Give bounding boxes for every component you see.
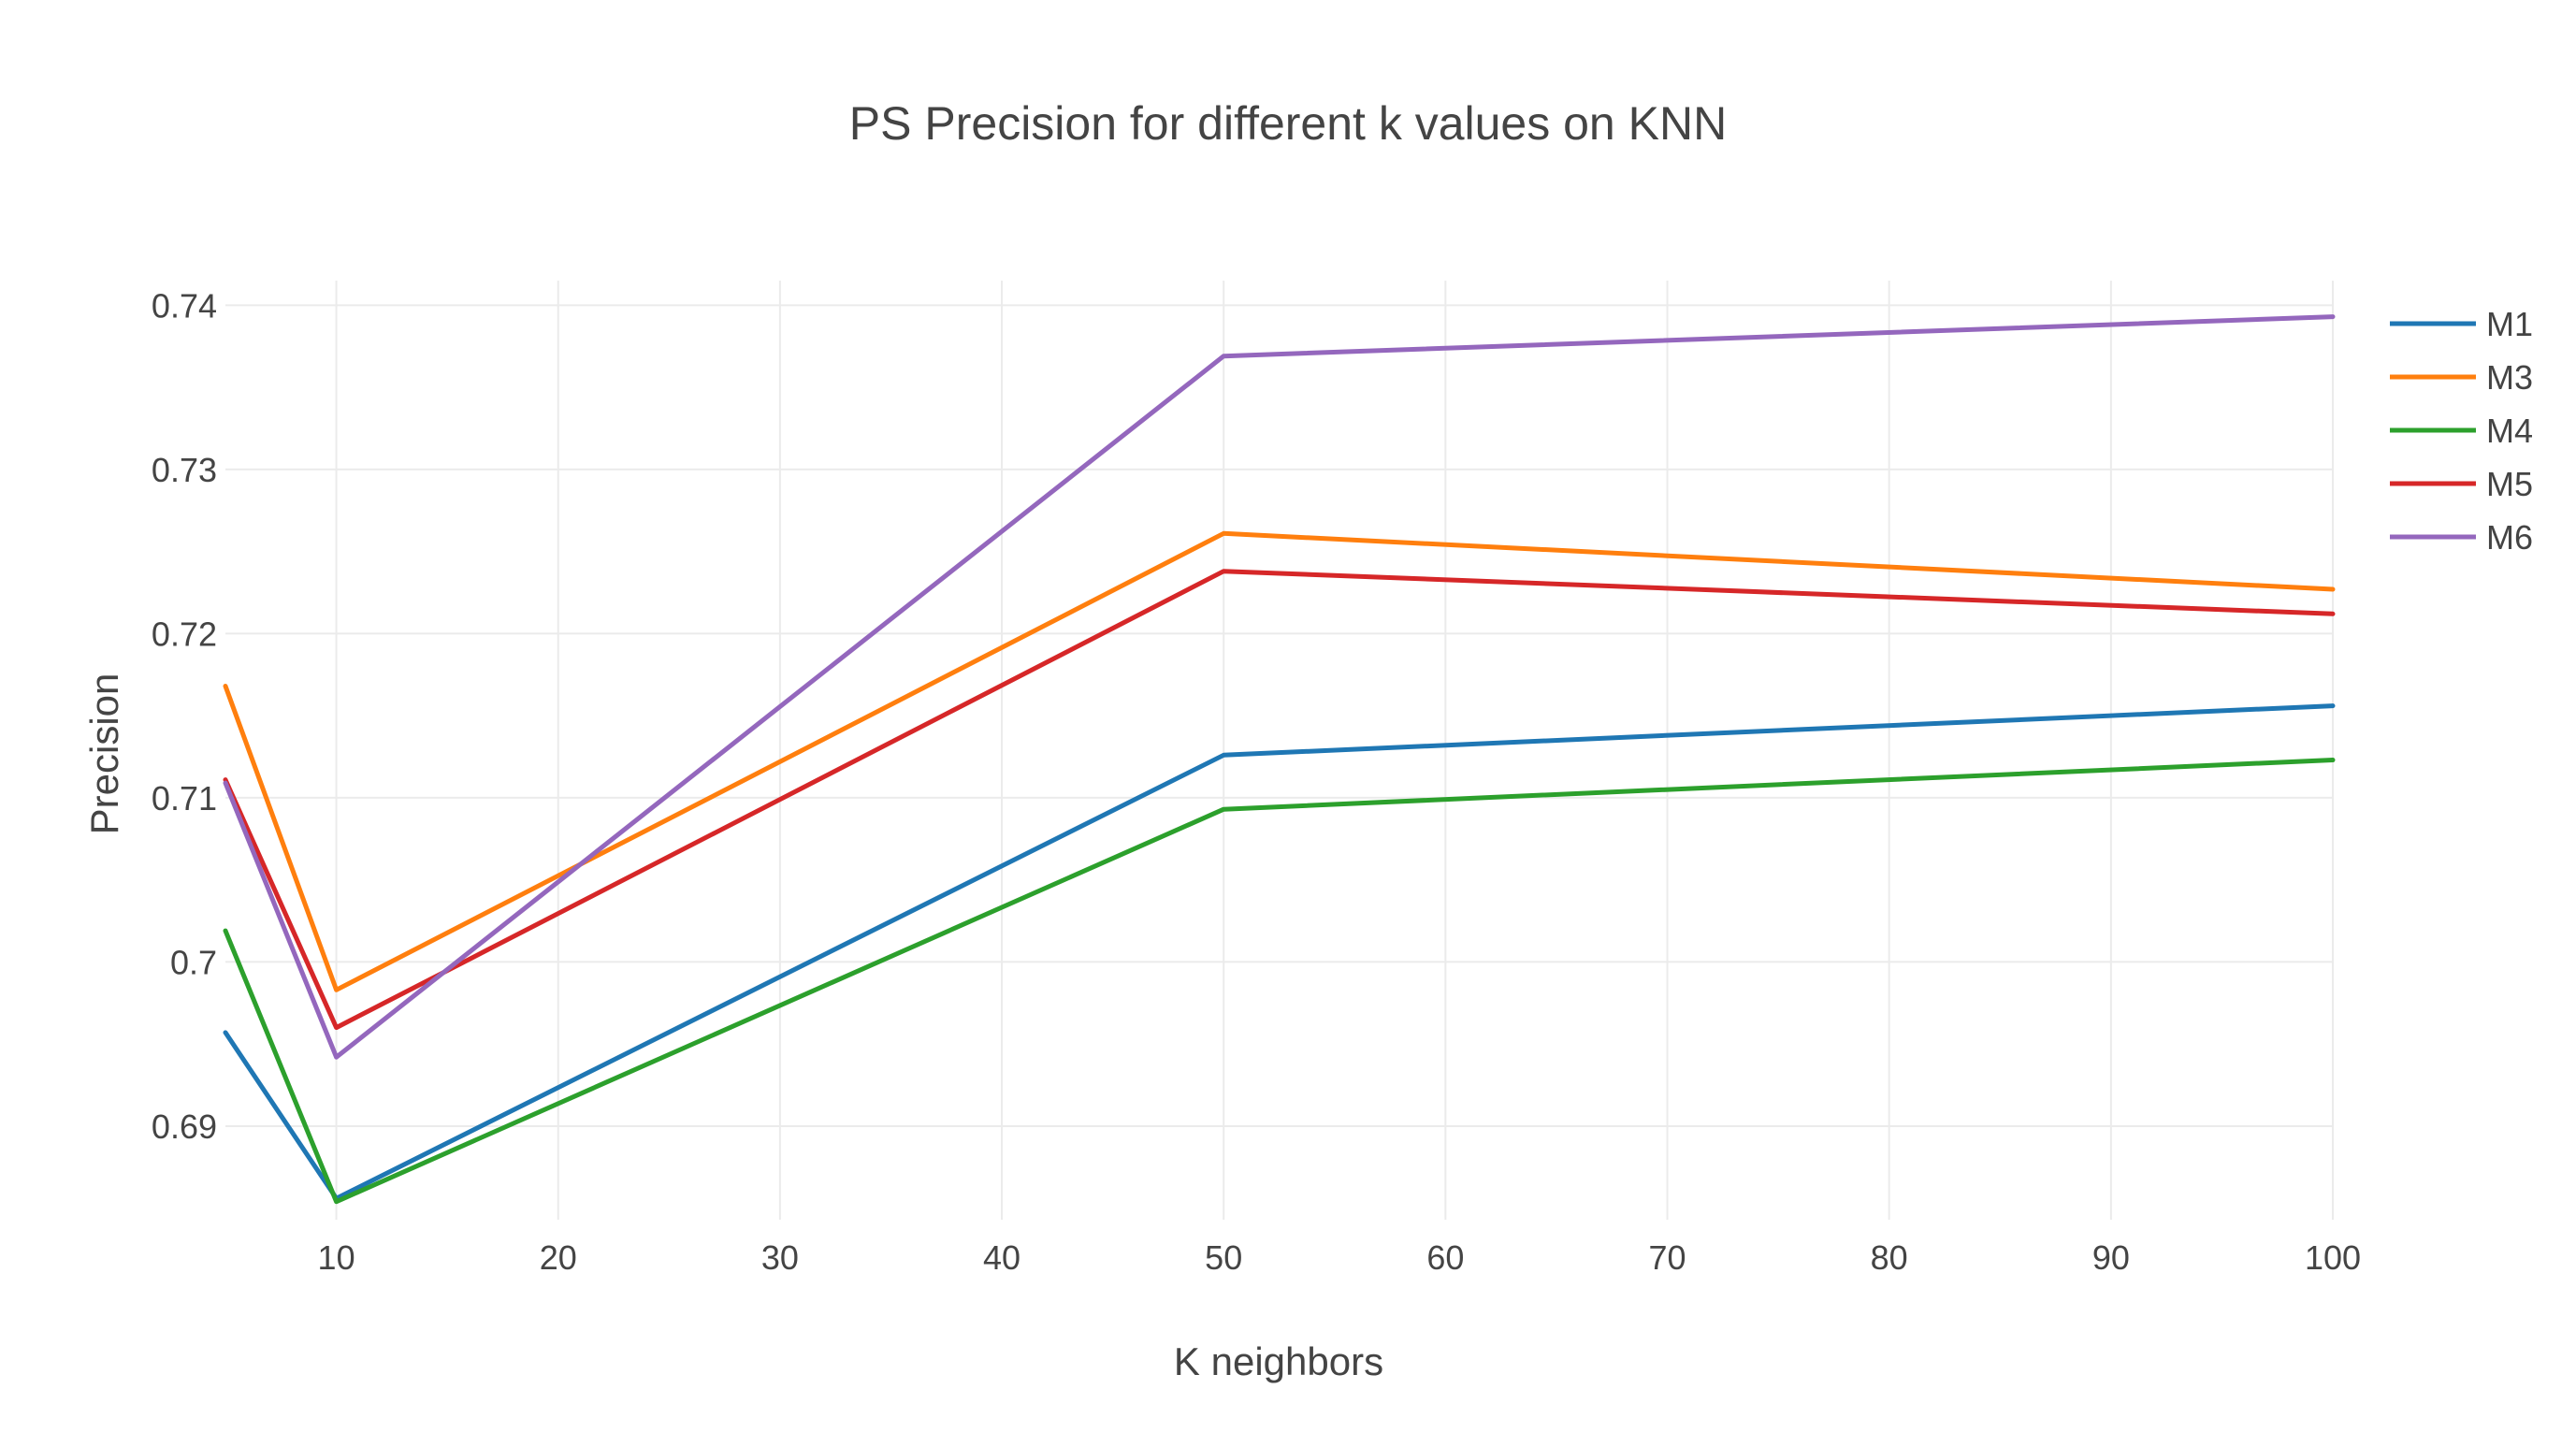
y-tick-label: 0.72	[152, 615, 217, 653]
x-tick-label: 100	[2305, 1238, 2361, 1277]
legend[interactable]: M1 M3 M4 M5 M6	[2390, 305, 2533, 557]
legend-label: M5	[2486, 465, 2533, 503]
y-tick-label: 0.74	[152, 286, 217, 325]
x-tick-label: 20	[540, 1238, 577, 1277]
x-tick-label: 50	[1205, 1238, 1242, 1277]
x-tick-label: 80	[1871, 1238, 1908, 1277]
legend-item-m6[interactable]: M6	[2390, 518, 2533, 557]
x-tick-label: 30	[761, 1238, 799, 1277]
series-line-m5	[223, 569, 2336, 1031]
y-tick-label: 0.73	[152, 451, 217, 489]
series-line-m6	[223, 314, 2336, 1060]
x-tick-label: 70	[1649, 1238, 1686, 1277]
x-tick-label: 10	[318, 1238, 355, 1277]
y-axis-title: Precision	[82, 673, 126, 835]
series-line-m3	[223, 530, 2336, 992]
x-axis-title: K neighbors	[1174, 1339, 1383, 1383]
y-tick-label: 0.69	[152, 1107, 217, 1146]
series-line-m4	[223, 758, 2336, 1205]
chart-title: PS Precision for different k values on K…	[849, 97, 1727, 150]
grid	[225, 281, 2334, 1220]
x-tick-label: 60	[1426, 1238, 1464, 1277]
y-tick-label: 0.71	[152, 779, 217, 818]
legend-item-m3[interactable]: M3	[2390, 358, 2533, 397]
legend-item-m5[interactable]: M5	[2390, 465, 2533, 503]
legend-label: M6	[2486, 518, 2533, 557]
x-axis-ticks: 10 20 30 40 50 60 70 80 90 100	[318, 1238, 2361, 1277]
y-tick-label: 0.7	[170, 943, 217, 981]
x-tick-label: 90	[2092, 1238, 2130, 1277]
legend-label: M3	[2486, 358, 2533, 397]
legend-item-m4[interactable]: M4	[2390, 412, 2533, 450]
legend-label: M4	[2486, 412, 2533, 450]
series-line-m1	[223, 703, 2336, 1201]
y-axis-ticks: 0.69 0.7 0.71 0.72 0.73 0.74	[152, 286, 217, 1146]
legend-label: M1	[2486, 305, 2533, 343]
x-tick-label: 40	[983, 1238, 1020, 1277]
legend-item-m1[interactable]: M1	[2390, 305, 2533, 343]
series-lines	[223, 314, 2336, 1205]
